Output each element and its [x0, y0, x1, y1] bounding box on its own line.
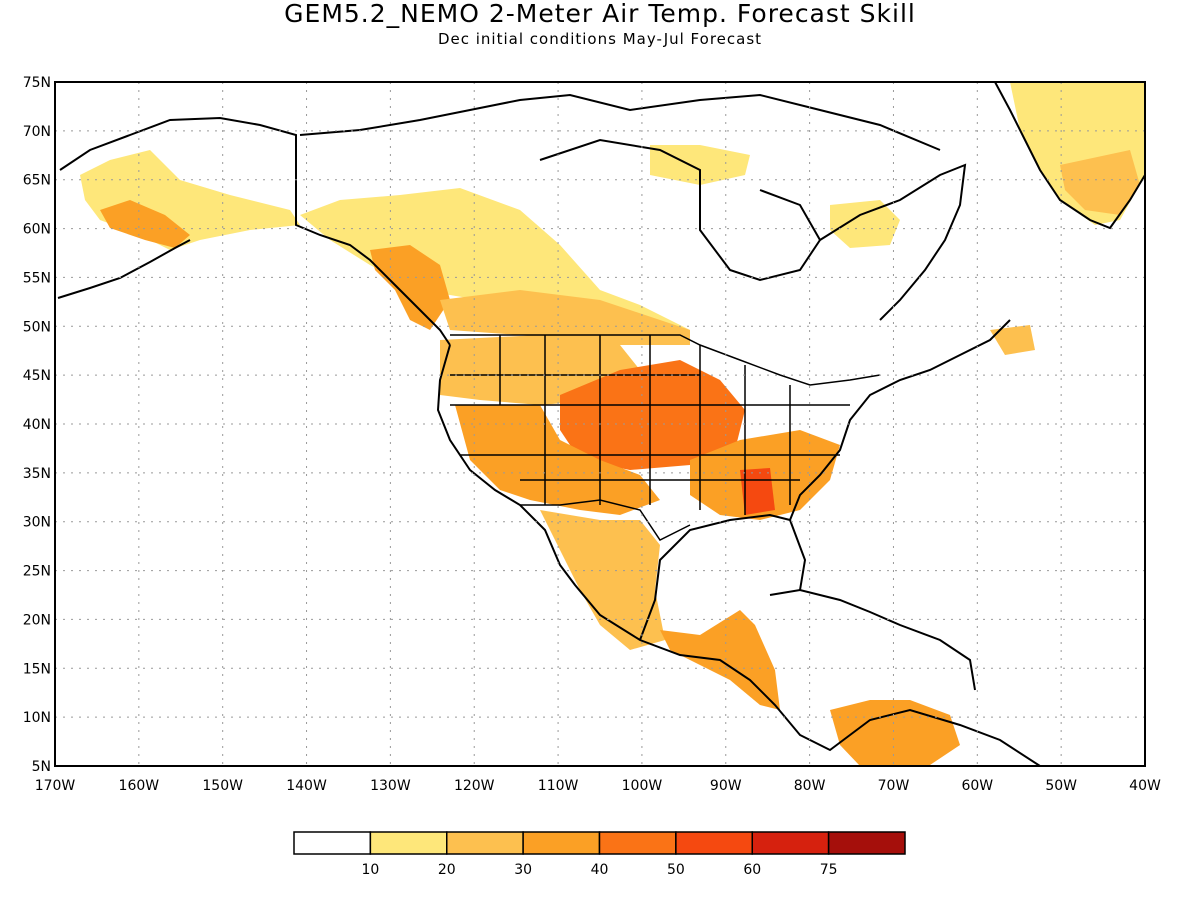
coast-greenland	[994, 82, 1145, 230]
lat-tick-label: 40N	[23, 417, 51, 433]
region-southwest-us	[455, 405, 660, 515]
lon-tick-label: 70W	[878, 778, 910, 794]
lat-tick-label: 10N	[23, 710, 51, 726]
colorbar-label: 60	[743, 862, 761, 878]
border-us-mexico	[520, 499, 691, 541]
lat-tick-label: 50N	[23, 319, 51, 335]
lat-tick-label: 55N	[23, 270, 51, 286]
colorbar-swatch	[827, 831, 906, 855]
lat-tick-label: 35N	[23, 466, 51, 482]
region-greenland-south	[1060, 150, 1140, 215]
coast-aleutians	[57, 239, 191, 299]
lon-tick-label: 60W	[961, 778, 993, 794]
colorbar-swatch	[369, 831, 448, 855]
colorbar-swatch	[446, 831, 524, 855]
lat-tick-label: 70N	[23, 124, 51, 140]
lon-tick-label: 120W	[454, 778, 495, 794]
longitude-labels: 170W 160W 150W 140W 130W 120W 110W 100W 90W 80W 70…	[35, 778, 1161, 794]
colorbar-label: 20	[438, 862, 456, 878]
plot-frame	[54, 81, 1146, 767]
latitude-labels: 75N 70N 65N 60N 55N 50N 45N 40N 35N 30N 25N 20N 15N 1…	[23, 75, 51, 775]
lon-tick-label: 140W	[286, 778, 327, 794]
coast-gulf	[639, 513, 807, 641]
lon-tick-label: 130W	[370, 778, 411, 794]
coastlines	[57, 82, 1145, 766]
colorbar-label: 10	[361, 862, 379, 878]
lon-tick-label: 50W	[1045, 778, 1077, 794]
colorbar-swatch	[675, 831, 753, 855]
lat-tick-label: 20N	[23, 612, 51, 628]
lon-tick-label: 90W	[710, 778, 742, 794]
lat-tick-label: 60N	[23, 222, 51, 238]
colorbar-labels: 10 20 30 40 50 60 75	[361, 862, 837, 878]
coast-labrador	[819, 163, 967, 321]
region-central-plains	[560, 360, 745, 470]
coast-east	[789, 319, 1011, 521]
lat-lon-grid	[55, 82, 1145, 766]
lat-tick-label: 75N	[23, 75, 51, 91]
lon-tick-label: 160W	[119, 778, 160, 794]
lat-tick-label: 30N	[23, 515, 51, 531]
region-south-america-north	[830, 700, 960, 766]
region-alaska-southwest	[100, 200, 190, 248]
map-subtitle: Dec initial conditions May-Jul Forecast	[437, 30, 763, 48]
region-arctic-islands	[650, 145, 750, 185]
border-states-ns1	[499, 335, 791, 515]
lon-tick-label: 80W	[794, 778, 826, 794]
region-western-canada	[300, 188, 690, 330]
colorbar-swatch	[522, 831, 601, 855]
lat-tick-label: 25N	[23, 564, 51, 580]
region-newfoundland	[990, 325, 1035, 355]
lat-tick-label: 45N	[23, 368, 51, 384]
lon-tick-label: 110W	[538, 778, 579, 794]
colorbar-swatch	[598, 831, 677, 855]
map-title: GEM5.2_NEMO 2-Meter Air Temp. Forecast S…	[284, 0, 916, 28]
lon-tick-label: 40W	[1129, 778, 1161, 794]
lon-tick-label: 150W	[202, 778, 243, 794]
lon-tick-label: 170W	[35, 778, 76, 794]
colorbar-swatch	[293, 831, 372, 855]
region-prairies	[440, 290, 690, 345]
lat-tick-label: 15N	[23, 661, 51, 677]
region-mexico	[540, 510, 665, 650]
colorbar-label: 30	[514, 862, 532, 878]
colorbar-swatch	[751, 831, 830, 855]
colorbar-legend	[293, 831, 906, 855]
colorbar-label: 75	[820, 862, 838, 878]
region-quebec	[830, 200, 900, 248]
skill-shading	[80, 82, 1145, 766]
coast-caribbean	[769, 588, 976, 691]
colorbar-label: 50	[667, 862, 685, 878]
lon-tick-label: 100W	[622, 778, 663, 794]
lat-tick-label: 65N	[23, 173, 51, 189]
coast-arctic	[299, 93, 941, 151]
colorbar-label: 40	[591, 862, 609, 878]
coast-hudson	[539, 138, 822, 282]
lat-tick-label: 5N	[32, 759, 51, 775]
